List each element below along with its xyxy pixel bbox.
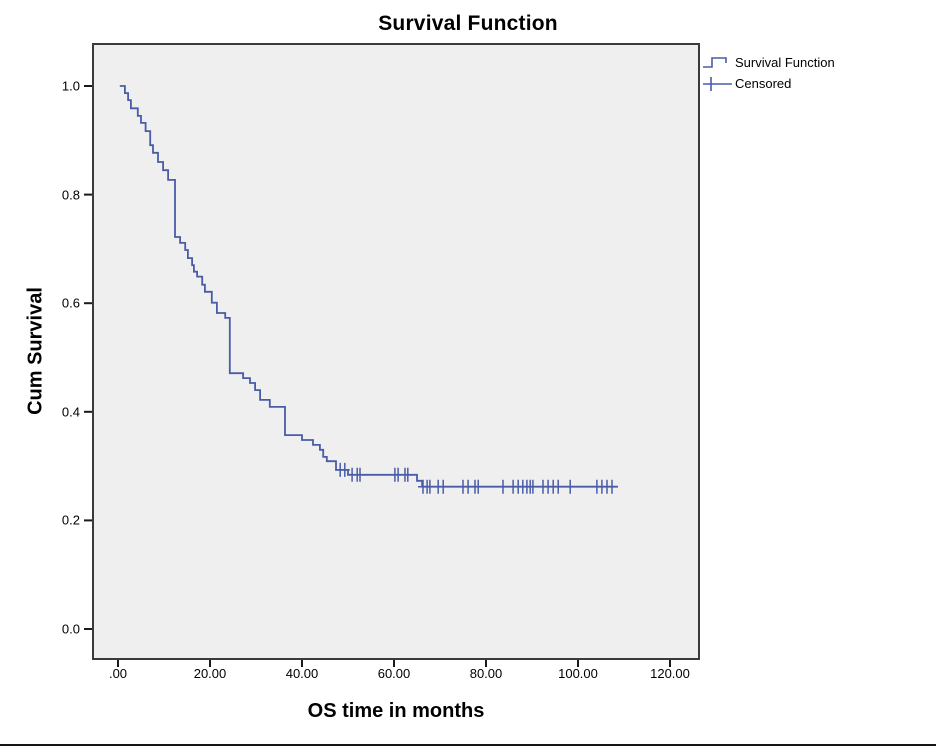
x-tick-label: 120.00 — [650, 666, 690, 681]
legend-label-survival-function: Survival Function — [735, 55, 835, 70]
survival-curve — [119, 85, 618, 488]
y-tick-label: 0.6 — [61, 295, 80, 311]
x-axis-label: OS time in months — [307, 700, 485, 722]
x-tick-label: 80.00 — [469, 666, 503, 681]
x-tick-label: .00 — [108, 666, 128, 681]
y-tick-label: 0.4 — [61, 404, 80, 420]
legend-label-censored: Censored — [735, 76, 792, 91]
x-tick-label: 20.00 — [193, 666, 227, 681]
censored-marks — [335, 462, 617, 494]
y-tick-label: 0.0 — [61, 621, 80, 637]
y-tick-label: 1.0 — [61, 78, 80, 94]
step-line-icon — [703, 56, 727, 68]
chart-title: Survival Function — [378, 12, 558, 35]
legend-item-survival-function: Survival Function — [702, 52, 835, 73]
legend-item-censored: Censored — [702, 73, 835, 94]
x-tick-label: 100.00 — [558, 666, 598, 681]
legend: Survival Function Censored — [702, 52, 835, 94]
plot-frame — [92, 43, 700, 660]
x-tick-label: 40.00 — [285, 666, 319, 681]
plus-icon — [703, 76, 732, 91]
bottom-rule — [0, 744, 936, 746]
y-tick-label: 0.2 — [61, 512, 80, 528]
y-tick-label: 0.8 — [61, 187, 80, 203]
x-tick-label: 60.00 — [377, 666, 411, 681]
